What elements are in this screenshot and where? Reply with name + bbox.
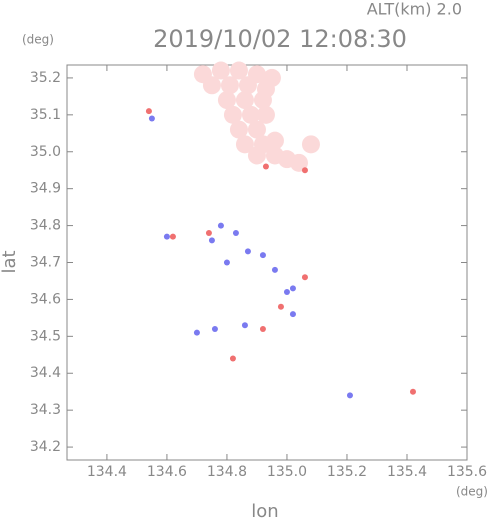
x-axis-label: lon	[251, 501, 278, 521]
y-tick-label: 34.9	[30, 181, 61, 197]
echo-point	[247, 146, 266, 165]
echo-point	[229, 120, 248, 139]
echo-point	[346, 392, 353, 399]
echo-point	[289, 311, 296, 318]
y-axis-label: lat	[0, 250, 20, 273]
x-tick-label: 135.6	[447, 464, 487, 480]
echo-point	[229, 355, 236, 362]
echo-point	[148, 115, 155, 122]
x-tick-label: 135.0	[267, 464, 307, 480]
y-tick-label: 35.1	[30, 107, 61, 123]
y-tick-label: 34.6	[30, 291, 61, 307]
y-tick-label: 35.0	[30, 144, 61, 160]
echo-point	[301, 167, 308, 174]
y-tick-label: 34.7	[30, 255, 61, 271]
echo-point	[223, 259, 230, 266]
echo-point	[208, 237, 215, 244]
echo-point	[235, 91, 254, 110]
echo-point	[211, 325, 218, 332]
echo-point	[169, 233, 176, 240]
echo-point	[289, 285, 296, 292]
echo-point	[259, 325, 266, 332]
x-tick-label: 134.4	[87, 464, 127, 480]
echo-point	[289, 153, 308, 172]
echo-point	[232, 229, 239, 236]
echo-point	[211, 61, 230, 80]
echo-point	[220, 76, 239, 95]
echo-point	[235, 135, 254, 154]
y-tick-label: 34.4	[30, 365, 61, 381]
echo-point	[202, 76, 221, 95]
echo-point	[145, 108, 152, 115]
echo-point	[259, 252, 266, 259]
echo-point	[271, 266, 278, 273]
echo-point	[223, 105, 242, 124]
x-unit: (deg)	[456, 485, 488, 499]
x-tick-label: 134.8	[207, 464, 247, 480]
echo-point	[277, 303, 284, 310]
echo-point	[283, 289, 290, 296]
echo-point	[262, 163, 269, 170]
echo-point	[247, 120, 266, 139]
echo-point	[217, 222, 224, 229]
echo-point	[244, 248, 251, 255]
echo-point	[193, 329, 200, 336]
echo-point	[265, 131, 284, 150]
y-tick-label: 34.2	[30, 439, 61, 455]
echo-point	[238, 76, 257, 95]
echo-point	[163, 233, 170, 240]
x-tick-label: 134.6	[147, 464, 187, 480]
y-tick-label: 34.8	[30, 218, 61, 234]
y-tick-label: 35.2	[30, 70, 61, 86]
x-tick-label: 135.2	[327, 464, 367, 480]
echo-point	[217, 91, 236, 110]
altitude-label: ALT(km) 2.0	[367, 0, 462, 19]
echo-point	[301, 135, 320, 154]
echo-point	[229, 61, 248, 80]
echo-point	[301, 274, 308, 281]
y-tick-label: 34.3	[30, 402, 61, 418]
x-tick-label: 135.4	[387, 464, 427, 480]
echo-point	[205, 229, 212, 236]
y-tick-label: 34.5	[30, 328, 61, 344]
echo-point	[253, 91, 272, 110]
echo-point	[409, 388, 416, 395]
echo-point	[256, 105, 275, 124]
chart-title: 2019/10/02 12:08:30	[153, 25, 407, 53]
y-unit: (deg)	[22, 33, 54, 47]
echo-point	[241, 322, 248, 329]
echo-point	[241, 105, 260, 124]
plot-frame	[66, 64, 468, 461]
